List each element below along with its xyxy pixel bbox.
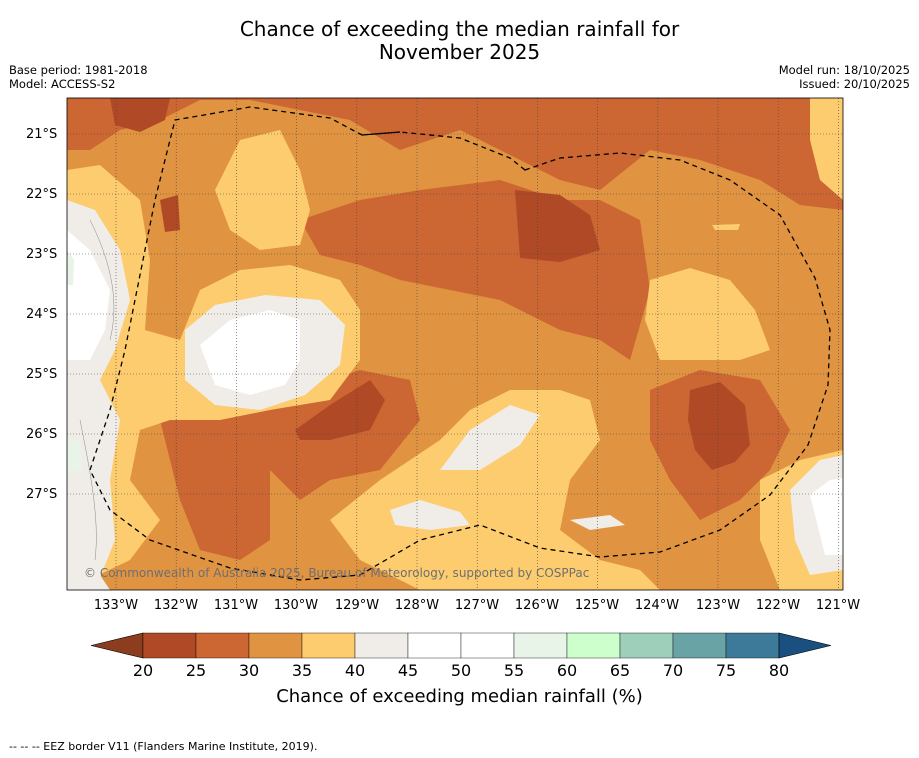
contour-20-25-east (688, 382, 750, 470)
colorbar-tick-35: 35 (291, 661, 313, 680)
colorbar-segment-12 (725, 632, 780, 659)
copyright-notice: © Commonwealth of Australia 2025, Bureau… (84, 566, 590, 580)
lon-label-127w: 127°W (454, 598, 500, 613)
lon-label-133w: 133°W (93, 598, 139, 613)
contour-40-45-south (440, 405, 540, 470)
colorbar-tick-40: 40 (344, 661, 366, 680)
contour-line-2 (89, 219, 115, 341)
contour-40-45-small (390, 500, 470, 530)
meta-left: Base period: 1981-2018 Model: ACCESS-S2 (9, 63, 148, 91)
lon-label-129w: 129°W (334, 598, 380, 613)
model-run: Model run: 18/10/2025 (778, 63, 910, 77)
lon-label-130w: 130°W (273, 598, 319, 613)
lon-label-125w: 125°W (574, 598, 620, 613)
map-frame (66, 97, 844, 591)
colorbar (90, 632, 832, 659)
colorbar-tick-55: 55 (503, 661, 525, 680)
contour-35-40-fleck (712, 224, 740, 230)
contour-20-25-north (515, 190, 600, 262)
colorbar-tick-60: 60 (556, 661, 578, 680)
colorbar-tick-75: 75 (715, 661, 737, 680)
title-line-2: November 2025 (378, 40, 541, 64)
lat-label-25s: 25°S (26, 367, 58, 382)
contour-20-25-small (160, 195, 180, 232)
colorbar-segment-9 (566, 632, 621, 659)
colorbar-extend-low (90, 632, 144, 659)
colorbar-tick-20: 20 (132, 661, 154, 680)
lon-label-123w: 123°W (695, 598, 741, 613)
colorbar-segment-4 (301, 632, 356, 659)
contour-line-1 (79, 419, 97, 561)
lat-label-21s: 21°S (26, 127, 58, 142)
contour-40-45-corner (67, 560, 110, 590)
colorbar-segment-8 (513, 632, 568, 659)
lon-label-121w: 121°W (815, 598, 861, 613)
colorbar-tick-50: 50 (450, 661, 472, 680)
issued-date: Issued: 20/10/2025 (799, 77, 910, 91)
contour-45-55-east (810, 478, 843, 555)
map-title: Chance of exceeding the median rainfall … (0, 18, 919, 64)
lat-label-24s: 24°S (26, 307, 58, 322)
colorbar-tick-80: 80 (768, 661, 790, 680)
lon-label-122w: 122°W (755, 598, 801, 613)
contour-35-40-north (215, 130, 310, 250)
colorbar-segment-6 (407, 632, 462, 659)
colorbar-tick-65: 65 (609, 661, 631, 680)
lon-label-132w: 132°W (153, 598, 199, 613)
colorbar-tick-30: 30 (238, 661, 260, 680)
eez-border-segment (361, 131, 401, 136)
map-gridlines (67, 98, 843, 590)
lon-label-124w: 124°W (634, 598, 680, 613)
colorbar-segment-5 (354, 632, 409, 659)
lon-label-126w: 126°W (514, 598, 560, 613)
colorbar-segment-3 (248, 632, 303, 659)
eez-border (89, 106, 831, 581)
contour-55-60-w (67, 250, 74, 285)
colorbar-segment-7 (460, 632, 515, 659)
contour-35-40-ne (810, 98, 843, 200)
base-period: Base period: 1981-2018 (9, 63, 148, 77)
contour-45-55-west (67, 230, 110, 360)
lon-label-128w: 128°W (394, 598, 440, 613)
colorbar-segment-2 (195, 632, 250, 659)
model-name: Model: ACCESS-S2 (9, 77, 116, 91)
colorbar-tick-45: 45 (397, 661, 419, 680)
contour-40-45-tiny (570, 515, 625, 530)
colorbar-extend-high (778, 632, 832, 659)
contour-20-25-west (295, 380, 385, 440)
lon-label-131w: 131°W (213, 598, 259, 613)
lat-label-22s: 22°S (26, 187, 58, 202)
contour-35-40-south (330, 390, 660, 590)
colorbar-label: Chance of exceeding median rainfall (%) (276, 686, 643, 707)
lat-label-23s: 23°S (26, 247, 58, 262)
meta-right: Model run: 18/10/2025 Issued: 20/10/2025 (779, 63, 910, 91)
lat-label-26s: 26°S (26, 427, 58, 442)
colorbar-segment-11 (672, 632, 727, 659)
colorbar-tick-70: 70 (662, 661, 684, 680)
contour-55-60-sw (67, 440, 82, 472)
colorbar-segment-10 (619, 632, 674, 659)
lat-label-27s: 27°S (26, 487, 58, 502)
colorbar-segment-1 (142, 632, 197, 659)
title-line-1: Chance of exceeding the median rainfall … (239, 17, 680, 41)
contour-25-30-top (67, 98, 843, 210)
rainfall-contours (67, 98, 843, 590)
contour-20-25-nw (110, 98, 170, 132)
eez-legend: -- -- -- EEZ border V11 (Flanders Marine… (9, 740, 318, 753)
contour-35-40-east (645, 268, 770, 360)
colorbar-tick-25: 25 (185, 661, 207, 680)
